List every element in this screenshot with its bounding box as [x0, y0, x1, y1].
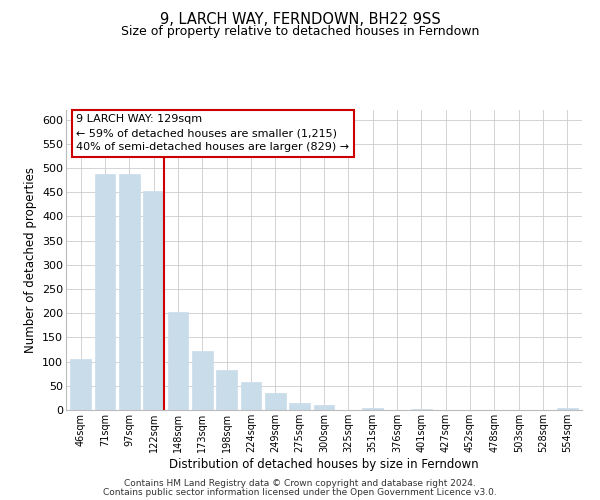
Bar: [70, 359, 91, 410]
Bar: [216, 370, 237, 410]
Text: Contains public sector information licensed under the Open Government Licence v3: Contains public sector information licen…: [103, 488, 497, 497]
Text: Size of property relative to detached houses in Ferndown: Size of property relative to detached ho…: [121, 25, 479, 38]
Bar: [557, 408, 578, 410]
Bar: [95, 174, 115, 410]
Bar: [314, 405, 334, 410]
Text: 9 LARCH WAY: 129sqm
← 59% of detached houses are smaller (1,215)
40% of semi-det: 9 LARCH WAY: 129sqm ← 59% of detached ho…: [76, 114, 349, 152]
Bar: [167, 312, 188, 410]
Bar: [289, 402, 310, 410]
Bar: [241, 382, 262, 410]
Bar: [143, 191, 164, 410]
Bar: [192, 352, 212, 410]
Bar: [362, 408, 383, 410]
Bar: [119, 174, 140, 410]
Bar: [411, 408, 432, 410]
X-axis label: Distribution of detached houses by size in Ferndown: Distribution of detached houses by size …: [169, 458, 479, 471]
Text: 9, LARCH WAY, FERNDOWN, BH22 9SS: 9, LARCH WAY, FERNDOWN, BH22 9SS: [160, 12, 440, 28]
Bar: [265, 392, 286, 410]
Y-axis label: Number of detached properties: Number of detached properties: [23, 167, 37, 353]
Text: Contains HM Land Registry data © Crown copyright and database right 2024.: Contains HM Land Registry data © Crown c…: [124, 478, 476, 488]
